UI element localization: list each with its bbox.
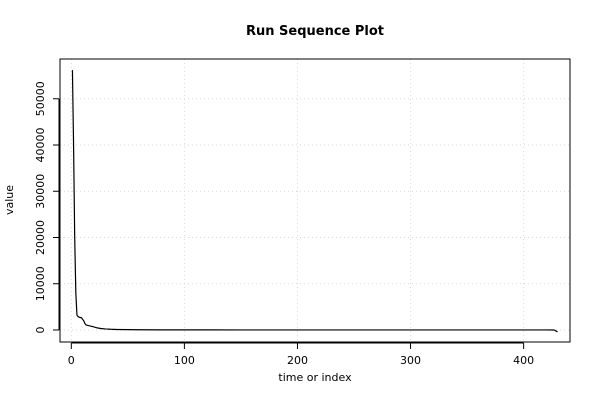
y-tick-label: 10000 xyxy=(34,266,47,301)
plot-frame xyxy=(59,58,571,343)
y-tick-label: 40000 xyxy=(34,128,47,163)
y-tick-label: 0 xyxy=(34,326,47,333)
x-tick-label: 200 xyxy=(287,354,308,367)
x-tick-label: 300 xyxy=(400,354,421,367)
series-line xyxy=(71,70,558,333)
series-layer xyxy=(71,70,558,333)
x-tick-label: 400 xyxy=(513,354,534,367)
x-tick-label: 0 xyxy=(68,354,75,367)
y-tick-label: 50000 xyxy=(34,81,47,116)
x-tick-label: 100 xyxy=(174,354,195,367)
grid xyxy=(60,59,570,342)
chart-title: Run Sequence Plot xyxy=(246,24,384,39)
y-axis-label: value xyxy=(3,185,16,215)
x-axis-label: time or index xyxy=(278,371,352,384)
axes: 0 100 200 300 400 0 10000 20000 30000 40000 50000 xyxy=(34,81,534,367)
y-tick-label: 30000 xyxy=(34,174,47,209)
y-tick-label: 20000 xyxy=(34,220,47,255)
